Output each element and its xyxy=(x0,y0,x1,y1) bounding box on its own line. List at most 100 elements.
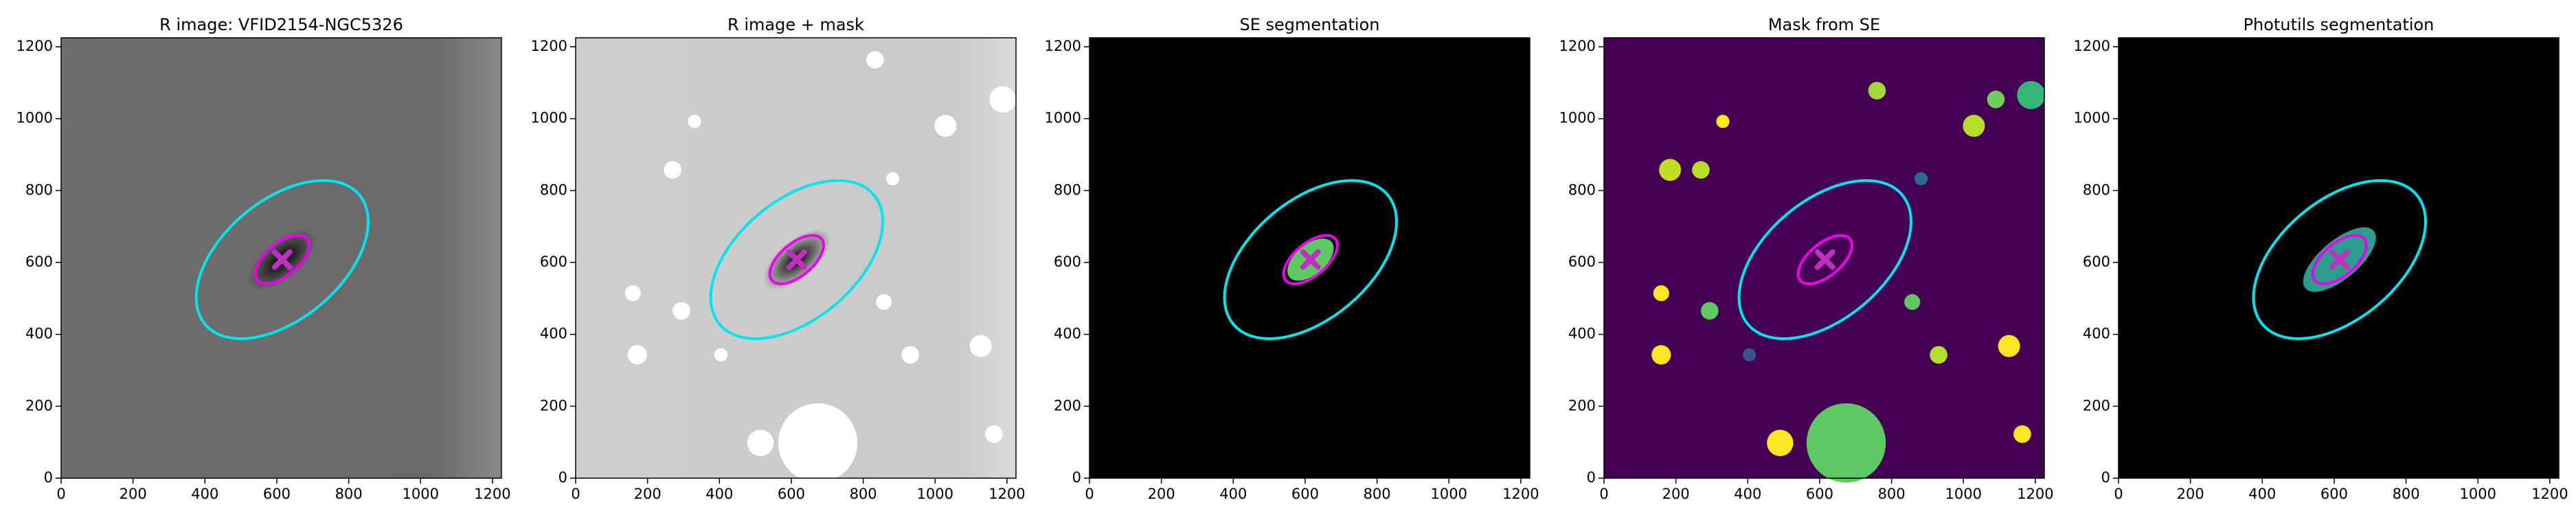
center-marker xyxy=(271,249,293,270)
y-tick-label: 400 xyxy=(2083,326,2110,342)
y-tick-label: 1000 xyxy=(1559,110,1596,126)
panel-title: SE segmentation xyxy=(1240,15,1380,34)
axes-frame xyxy=(2118,37,2560,479)
y-tick-label: 800 xyxy=(25,181,53,198)
mask-blob xyxy=(1653,285,1669,302)
axes-frame xyxy=(575,37,1017,479)
x-tick-label: 1200 xyxy=(474,486,510,502)
y-tick-label: 1000 xyxy=(531,110,567,126)
x-tick-label: 200 xyxy=(1148,486,1175,502)
x-tick-label: 1200 xyxy=(988,486,1025,502)
axes-frame xyxy=(1089,37,1530,479)
x-tick-label: 800 xyxy=(850,486,877,502)
x-tick-label: 0 xyxy=(56,486,65,502)
y-tick-label: 800 xyxy=(540,181,567,198)
aperture-ellipse xyxy=(768,234,825,286)
mask-blob xyxy=(934,115,957,137)
mask-blob xyxy=(1930,346,1947,364)
mask-blob xyxy=(624,285,641,302)
x-tick-label: 1000 xyxy=(403,486,439,502)
mask-blob xyxy=(2013,425,2031,443)
y-tick-label: 200 xyxy=(1568,397,1596,414)
y-tick-label: 400 xyxy=(25,326,53,342)
mask-blob xyxy=(778,403,858,483)
y-tick-label: 200 xyxy=(2083,397,2110,414)
y-tick-label: 600 xyxy=(540,254,567,270)
mask-blob xyxy=(989,86,1016,113)
x-tick-label: 1000 xyxy=(1431,486,1467,502)
aperture-ellipse xyxy=(709,179,885,340)
x-tick-label: 600 xyxy=(1291,486,1319,502)
y-tick-label: 1200 xyxy=(2074,38,2110,54)
x-tick-label: 0 xyxy=(571,486,580,502)
mask-blob xyxy=(885,172,900,185)
x-tick-label: 0 xyxy=(1599,486,1608,502)
y-tick-label: 800 xyxy=(1054,181,1081,198)
y-tick-label: 800 xyxy=(2083,181,2110,198)
mask-blob xyxy=(985,425,1003,443)
y-tick-label: 800 xyxy=(1568,181,1596,198)
y-tick-label: 600 xyxy=(2083,254,2110,270)
x-tick-label: 400 xyxy=(1734,486,1761,502)
mask-blob xyxy=(1987,90,2005,109)
y-tick-label: 600 xyxy=(1054,254,1081,270)
y-tick-label: 1200 xyxy=(1559,38,1596,54)
x-tick-label: 600 xyxy=(778,486,805,502)
mask-blob xyxy=(1651,345,1671,365)
x-tick-label: 1000 xyxy=(1945,486,1982,502)
x-tick-label: 400 xyxy=(2248,486,2276,502)
x-tick-label: 200 xyxy=(1662,486,1690,502)
x-tick-label: 400 xyxy=(705,486,733,502)
y-tick-label: 1000 xyxy=(1045,110,1081,126)
mask-blob xyxy=(714,348,728,362)
aperture-ellipse xyxy=(1223,179,1399,340)
mask-blob xyxy=(673,302,690,320)
y-tick-label: 0 xyxy=(558,469,567,486)
mask-blob xyxy=(1806,403,1886,483)
center-marker xyxy=(2329,249,2350,270)
x-tick-label: 1200 xyxy=(1502,486,1539,502)
aperture-ellipse xyxy=(194,179,370,340)
x-tick-label: 600 xyxy=(263,486,291,502)
y-tick-label: 1200 xyxy=(16,38,53,54)
mask-blob xyxy=(1998,335,2020,357)
mask-blob xyxy=(1659,159,1682,181)
x-tick-label: 200 xyxy=(634,486,662,502)
mask-blob xyxy=(1868,82,1886,100)
y-tick-label: 1200 xyxy=(531,38,567,54)
mask-blob xyxy=(664,161,681,179)
x-tick-label: 800 xyxy=(335,486,363,502)
panel-title: R image + mask xyxy=(727,15,864,34)
mask-blob xyxy=(876,294,892,311)
mask-blob xyxy=(627,345,647,365)
aperture-ellipse xyxy=(253,234,310,286)
mask-blob xyxy=(901,346,919,364)
axes-frame xyxy=(1603,37,2045,479)
x-tick-label: 0 xyxy=(2114,486,2123,502)
y-tick-label: 400 xyxy=(540,326,567,342)
y-tick-label: 1000 xyxy=(16,110,53,126)
x-tick-label: 400 xyxy=(191,486,218,502)
aperture-ellipse xyxy=(1737,179,1913,340)
center-marker xyxy=(786,249,807,270)
aperture-ellipse xyxy=(1796,234,1853,286)
aperture-ellipse xyxy=(1282,234,1339,286)
x-tick-label: 1000 xyxy=(917,486,953,502)
y-tick-label: 1000 xyxy=(2074,110,2110,126)
mask-blob xyxy=(2017,80,2046,109)
center-marker xyxy=(1300,249,1321,270)
x-tick-label: 0 xyxy=(1085,486,1094,502)
mask-blob xyxy=(1701,302,1719,320)
x-tick-label: 400 xyxy=(1219,486,1247,502)
y-tick-label: 600 xyxy=(1568,254,1596,270)
panel-title: Photutils segmentation xyxy=(2244,15,2434,34)
panel-title: R image: VFID2154-NGC5326 xyxy=(159,15,403,34)
mask-blob xyxy=(1963,115,1985,137)
aperture-ellipse xyxy=(2311,234,2368,286)
x-tick-label: 1200 xyxy=(2531,486,2568,502)
x-tick-label: 800 xyxy=(1878,486,1906,502)
y-tick-label: 200 xyxy=(1054,397,1081,414)
y-tick-label: 400 xyxy=(1054,326,1081,342)
mask-blob xyxy=(1904,294,1921,311)
